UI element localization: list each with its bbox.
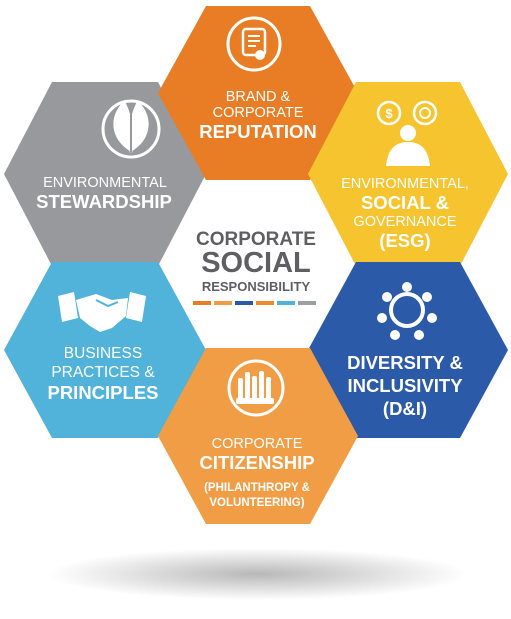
business-line-1: BUSINESS (64, 345, 142, 362)
leaves-icon (101, 99, 161, 159)
citizenship-line-1: CORPORATE (212, 436, 303, 452)
brand-strong: REPUTATION (199, 121, 317, 142)
citizenship-small-1: (PHILANTHROPY & (204, 482, 310, 494)
hex-environmental-stewardship: ENVIRONMENTAL STEWARDSHIP (4, 82, 206, 266)
stripe-segment (235, 301, 253, 305)
raised-hands-icon (227, 359, 285, 417)
diversity-line-2: INCLUSIVITY (347, 375, 463, 396)
citizenship-strong: CITIZENSHIP (199, 452, 314, 473)
hex-shape (158, 6, 358, 180)
hex-shape (158, 348, 358, 524)
svg-text:$: $ (385, 106, 393, 121)
center-line-3: RESPONSIBILITY (202, 279, 311, 294)
stripe-segment (298, 301, 316, 305)
hex-shape (4, 262, 206, 438)
people-circle-icon (377, 282, 437, 340)
hex-shape (308, 262, 508, 438)
stripe-segment (256, 301, 274, 305)
esg-line-2: SOCIAL & (361, 192, 449, 213)
businessman-finance-icon: $ (376, 100, 438, 166)
diversity-line-3: (D&I) (383, 398, 427, 419)
center-title: CORPORATE SOCIAL RESPONSIBILITY (193, 229, 316, 305)
floor-shadow (48, 548, 468, 600)
esg-line-3: GOVERNANCE (353, 214, 456, 230)
esg-line-1: ENVIRONMENTAL, (341, 176, 469, 192)
stripe-segment (193, 301, 211, 305)
handshake-icon (58, 292, 146, 332)
brand-line-1: BRAND & (226, 89, 291, 105)
citizenship-small-2: VOLUNTEERING) (209, 497, 304, 509)
hex-shape (4, 82, 206, 266)
hex-brand-reputation: BRAND & CORPORATE REPUTATION (158, 6, 358, 180)
esg-line-4: (ESG) (379, 230, 430, 251)
color-stripe-bar (193, 301, 316, 305)
certificate-icon (226, 16, 282, 72)
hex-esg: $ ENVIRONMENTAL, SOCIAL & GOVERNANCE (ES… (308, 82, 508, 266)
stripe-segment (214, 301, 232, 305)
brand-line-2: CORPORATE (213, 105, 304, 121)
env-strong: STEWARDSHIP (36, 191, 172, 212)
hex-shape (308, 82, 508, 266)
env-line-1: ENVIRONMENTAL (43, 175, 167, 191)
hex-corporate-citizenship: CORPORATE CITIZENSHIP (PHILANTHROPY & VO… (158, 348, 358, 524)
business-strong: PRINCIPLES (47, 382, 158, 403)
stripe-segment (277, 301, 295, 305)
center-line-2: SOCIAL (201, 247, 311, 279)
diversity-line-1: DIVERSITY & (347, 352, 463, 373)
hex-business-practices: BUSINESS PRACTICES & PRINCIPLES (4, 262, 206, 438)
center-line-1: CORPORATE (196, 229, 316, 250)
hex-diversity-inclusivity: DIVERSITY & INCLUSIVITY (D&I) (308, 262, 508, 438)
business-line-2: PRACTICES & (51, 364, 155, 381)
